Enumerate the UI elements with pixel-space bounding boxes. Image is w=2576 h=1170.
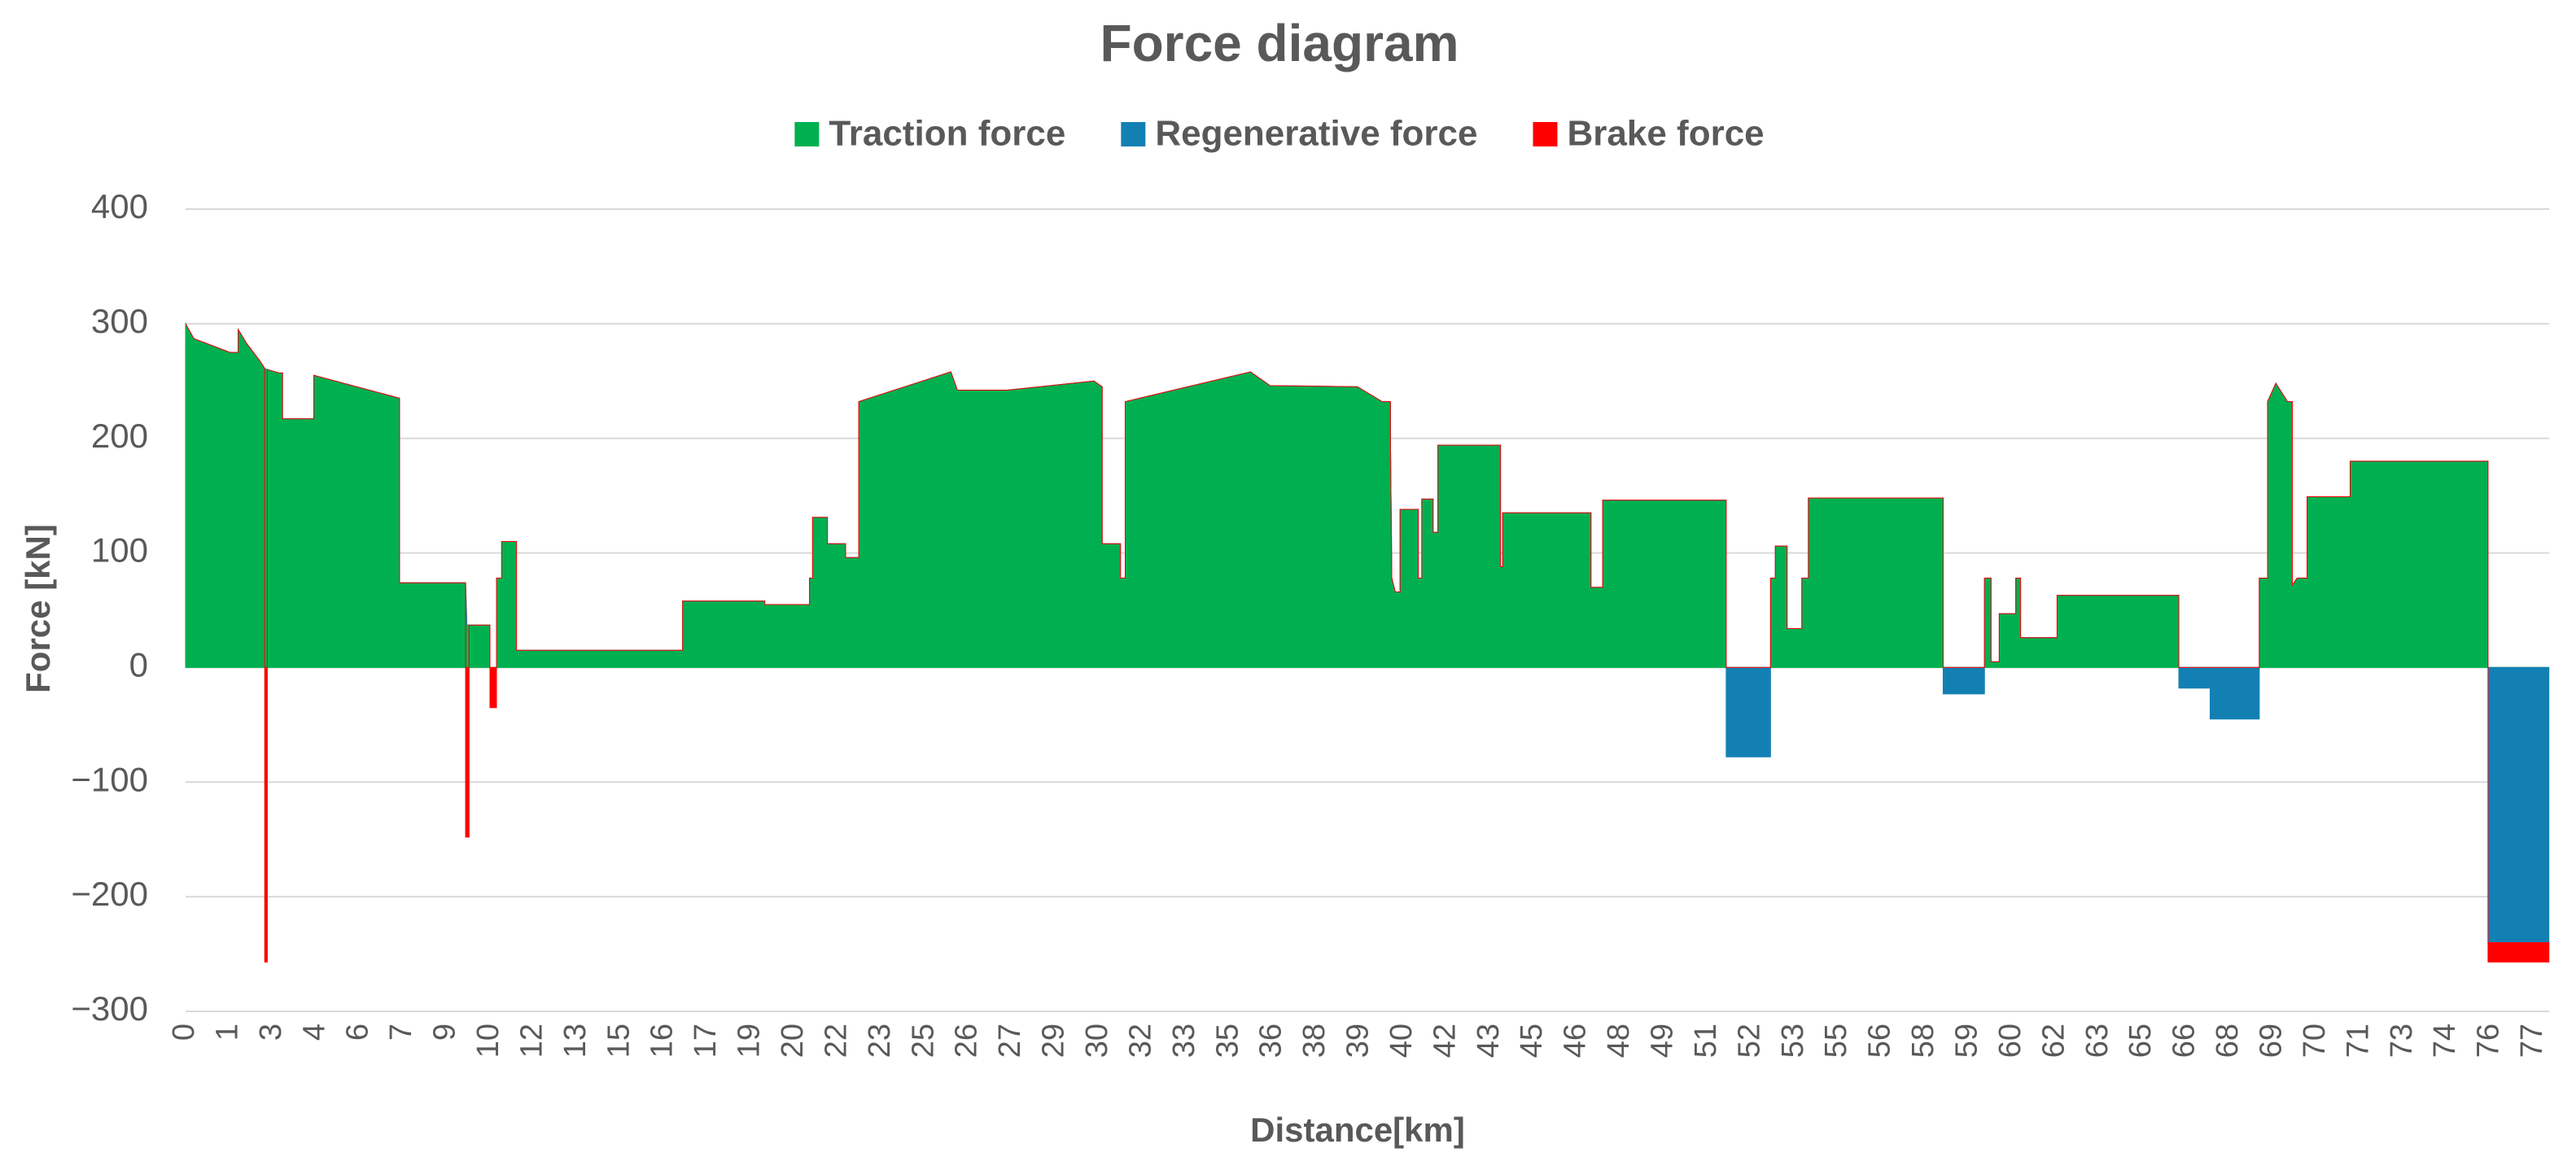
x-tick-label: 70 — [2298, 1024, 2332, 1058]
x-tick-label: 48 — [1602, 1024, 1636, 1058]
x-tick-label: 55 — [1819, 1024, 1853, 1058]
legend-label: Regenerative force — [1155, 114, 1477, 154]
y-tick-label: 100 — [91, 531, 148, 570]
chart-title: Force diagram — [1100, 14, 1459, 72]
x-tick-label: 68 — [2211, 1024, 2245, 1058]
y-tick-label: −300 — [71, 989, 148, 1028]
y-tick-label: −200 — [71, 875, 148, 913]
x-tick-label: 35 — [1210, 1024, 1244, 1058]
x-tick-label: 40 — [1384, 1024, 1419, 1058]
x-tick-label: 58 — [1906, 1024, 1940, 1058]
legend-swatch — [794, 122, 820, 146]
x-tick-label: 65 — [2123, 1024, 2158, 1058]
x-tick-label: 0 — [167, 1024, 201, 1041]
x-tick-label: 23 — [863, 1024, 897, 1058]
x-tick-label: 13 — [558, 1024, 593, 1058]
x-tick-label: 6 — [341, 1024, 375, 1041]
x-tick-label: 74 — [2428, 1024, 2462, 1058]
x-tick-label: 76 — [2472, 1024, 2506, 1058]
x-tick-label: 9 — [428, 1024, 462, 1041]
x-tick-label: 39 — [1341, 1024, 1375, 1058]
x-tick-label: 22 — [819, 1024, 853, 1058]
x-tick-label: 42 — [1428, 1024, 1462, 1058]
x-tick-label: 66 — [2167, 1024, 2202, 1058]
x-tick-label: 46 — [1559, 1024, 1593, 1058]
legend-label: Traction force — [829, 114, 1065, 154]
x-tick-label: 25 — [906, 1024, 940, 1058]
y-tick-label: 300 — [91, 302, 148, 340]
x-tick-label: 49 — [1646, 1024, 1680, 1058]
x-tick-label: 71 — [2341, 1024, 2375, 1058]
x-tick-label: 16 — [645, 1024, 680, 1058]
x-tick-label: 29 — [1037, 1024, 1071, 1058]
x-tick-label: 73 — [2385, 1024, 2419, 1058]
x-tick-label: 53 — [1776, 1024, 1810, 1058]
x-tick-label: 56 — [1863, 1024, 1897, 1058]
x-tick-label: 59 — [1949, 1024, 1983, 1058]
x-tick-label: 26 — [950, 1024, 984, 1058]
x-tick-label: 43 — [1472, 1024, 1506, 1058]
x-tick-label: 62 — [2036, 1024, 2071, 1058]
x-tick-label: 36 — [1254, 1024, 1288, 1058]
x-tick-label: 52 — [1732, 1024, 1766, 1058]
x-tick-label: 77 — [2515, 1024, 2549, 1058]
x-tick-label: 10 — [471, 1024, 505, 1058]
x-tick-label: 4 — [297, 1024, 331, 1041]
x-tick-label: 33 — [1167, 1024, 1201, 1058]
x-tick-label: 17 — [689, 1024, 723, 1058]
legend-label: Brake force — [1568, 114, 1765, 154]
x-tick-label: 3 — [254, 1024, 288, 1041]
x-axis-title: Distance[km] — [1250, 1111, 1465, 1149]
x-tick-label: 15 — [601, 1024, 636, 1058]
area-series — [185, 321, 2549, 668]
y-axis-title: Force [kN] — [19, 524, 57, 693]
legend-swatch — [1533, 122, 1558, 146]
y-tick-label: 0 — [129, 646, 148, 684]
x-tick-label: 51 — [1689, 1024, 1723, 1058]
x-tick-label: 7 — [384, 1024, 418, 1041]
x-tick-label: 32 — [1123, 1024, 1157, 1058]
plot-area — [185, 321, 2550, 963]
x-tick-label: 69 — [2254, 1024, 2288, 1058]
x-tick-label: 60 — [1993, 1024, 2027, 1058]
x-tick-label: 12 — [514, 1024, 549, 1058]
y-tick-label: 400 — [91, 187, 148, 225]
x-tick-label: 20 — [776, 1024, 810, 1058]
x-tick-label: 27 — [993, 1024, 1027, 1058]
x-tick-label: 1 — [210, 1024, 244, 1041]
y-tick-label: −100 — [71, 760, 148, 798]
x-tick-label: 45 — [1515, 1024, 1549, 1058]
x-tick-label: 19 — [733, 1024, 767, 1058]
legend-swatch — [1121, 122, 1146, 146]
x-tick-label: 63 — [2080, 1024, 2115, 1058]
area-series — [185, 323, 2550, 963]
x-tick-label: 30 — [1080, 1024, 1114, 1058]
legend: Traction force Regenerative force Brake fo… — [794, 114, 1765, 154]
y-tick-label: 200 — [91, 417, 148, 455]
x-tick-label: 38 — [1297, 1024, 1332, 1058]
